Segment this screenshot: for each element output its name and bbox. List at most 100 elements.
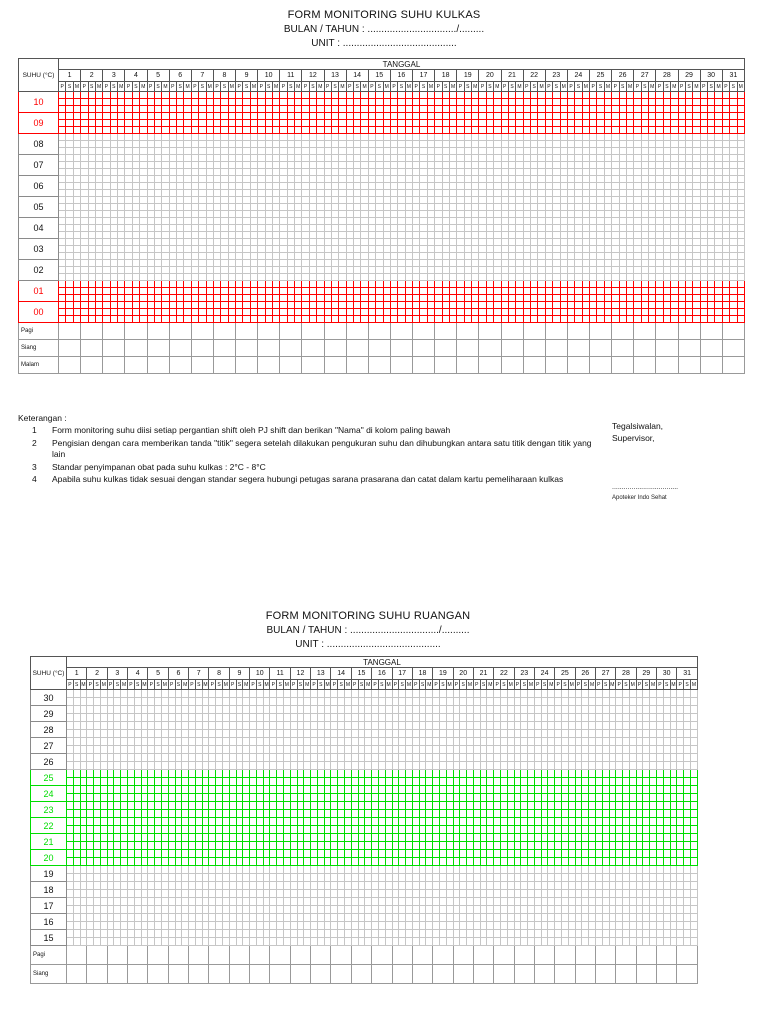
grid-cell [330,745,339,754]
grid-cell [301,189,310,197]
grid-cell [736,98,745,106]
grid-cell [286,273,296,281]
grid-cell [271,98,281,106]
grid-cell [567,713,576,722]
grid-cell [581,777,590,786]
grid-cell [397,259,406,267]
grid-cell [146,168,155,176]
day-header: 4 [124,69,148,82]
grid-cell [655,689,664,698]
grid-cell [640,217,650,225]
name-entry-cell [633,356,657,374]
grid-cell [57,294,67,302]
grid-cell [249,98,259,106]
grid-cell [418,769,427,778]
grid-cell [221,689,230,698]
grid-cell [581,224,591,232]
grid-cell [714,217,723,225]
grid-cell [257,245,266,253]
grid-cell [65,259,74,267]
grid-cell [308,154,318,162]
grid-cell [736,217,745,225]
day-header: 30 [655,667,678,680]
grid-cell [611,287,620,295]
grid-cell [116,126,126,134]
grid-cell [168,105,178,113]
grid-cell [426,126,436,134]
grid-cell [479,697,488,706]
grid-cell [286,196,296,204]
grid-cell [522,259,532,267]
grid-cell [478,112,487,120]
grid-cell [367,203,377,211]
grid-cell [566,280,576,288]
grid-cell [102,161,111,169]
grid-cell [371,801,379,810]
grid-cell [72,753,81,762]
grid-cell [124,287,133,295]
grid-cell [677,140,686,148]
grid-cell [507,175,517,183]
grid-cell [367,168,377,176]
shift-header: P [676,679,685,690]
grid-cell [615,777,624,786]
signature-block: Tegalsiwalan, Supervisor, ..............… [612,420,752,502]
grid-cell [692,98,701,106]
name-entry-cell [345,356,369,374]
grid-cell [655,196,664,204]
grid-cell [382,175,391,183]
grid-cell [470,189,480,197]
grid-cell [371,713,379,722]
grid-cell [183,280,192,288]
grid-cell [533,713,542,722]
grid-cell [603,308,613,316]
grid-cell [228,737,237,746]
grid-cell [608,745,617,754]
shift-header: M [140,679,149,690]
shift-header: S [706,81,716,92]
grid-cell [397,280,406,288]
grid-cell [405,737,413,746]
grid-cell [544,294,554,302]
temp-label: 01 [18,280,59,302]
grid-cell [389,217,399,225]
grid-cell [160,689,169,698]
grid-cell [411,769,420,778]
grid-cell [601,769,610,778]
grid-cell [635,753,644,762]
day-header: 10 [257,69,281,82]
grid-cell [540,729,549,738]
grid-cell [677,147,686,155]
grid-cell [93,729,101,738]
grid-cell [655,119,664,127]
grid-cell [485,273,495,281]
grid-cell [459,745,468,754]
grid-cell [537,154,546,162]
grid-cell [611,196,620,204]
grid-cell [588,147,598,155]
grid-cell [493,189,502,197]
grid-cell [456,301,465,309]
grid-cell [655,761,664,770]
grid-cell [80,273,89,281]
grid-cell [384,697,393,706]
grid-cell [303,793,312,802]
grid-cell [533,809,542,818]
grid-cell [161,266,170,274]
grid-cell [212,224,222,232]
grid-cell [559,119,568,127]
grid-cell [633,259,642,267]
grid-cell [242,273,251,281]
keterangan-item-number: 2 [32,437,37,448]
grid-cell [721,294,731,302]
grid-cell [323,105,332,113]
grid-cell [622,713,630,722]
grid-cell [146,112,155,120]
grid-cell [367,266,377,274]
grid-cell [404,98,414,106]
grid-cell [463,91,473,99]
grid-cell [622,793,630,802]
grid-cell [345,308,355,316]
grid-cell [235,697,244,706]
grid-cell [434,273,443,281]
